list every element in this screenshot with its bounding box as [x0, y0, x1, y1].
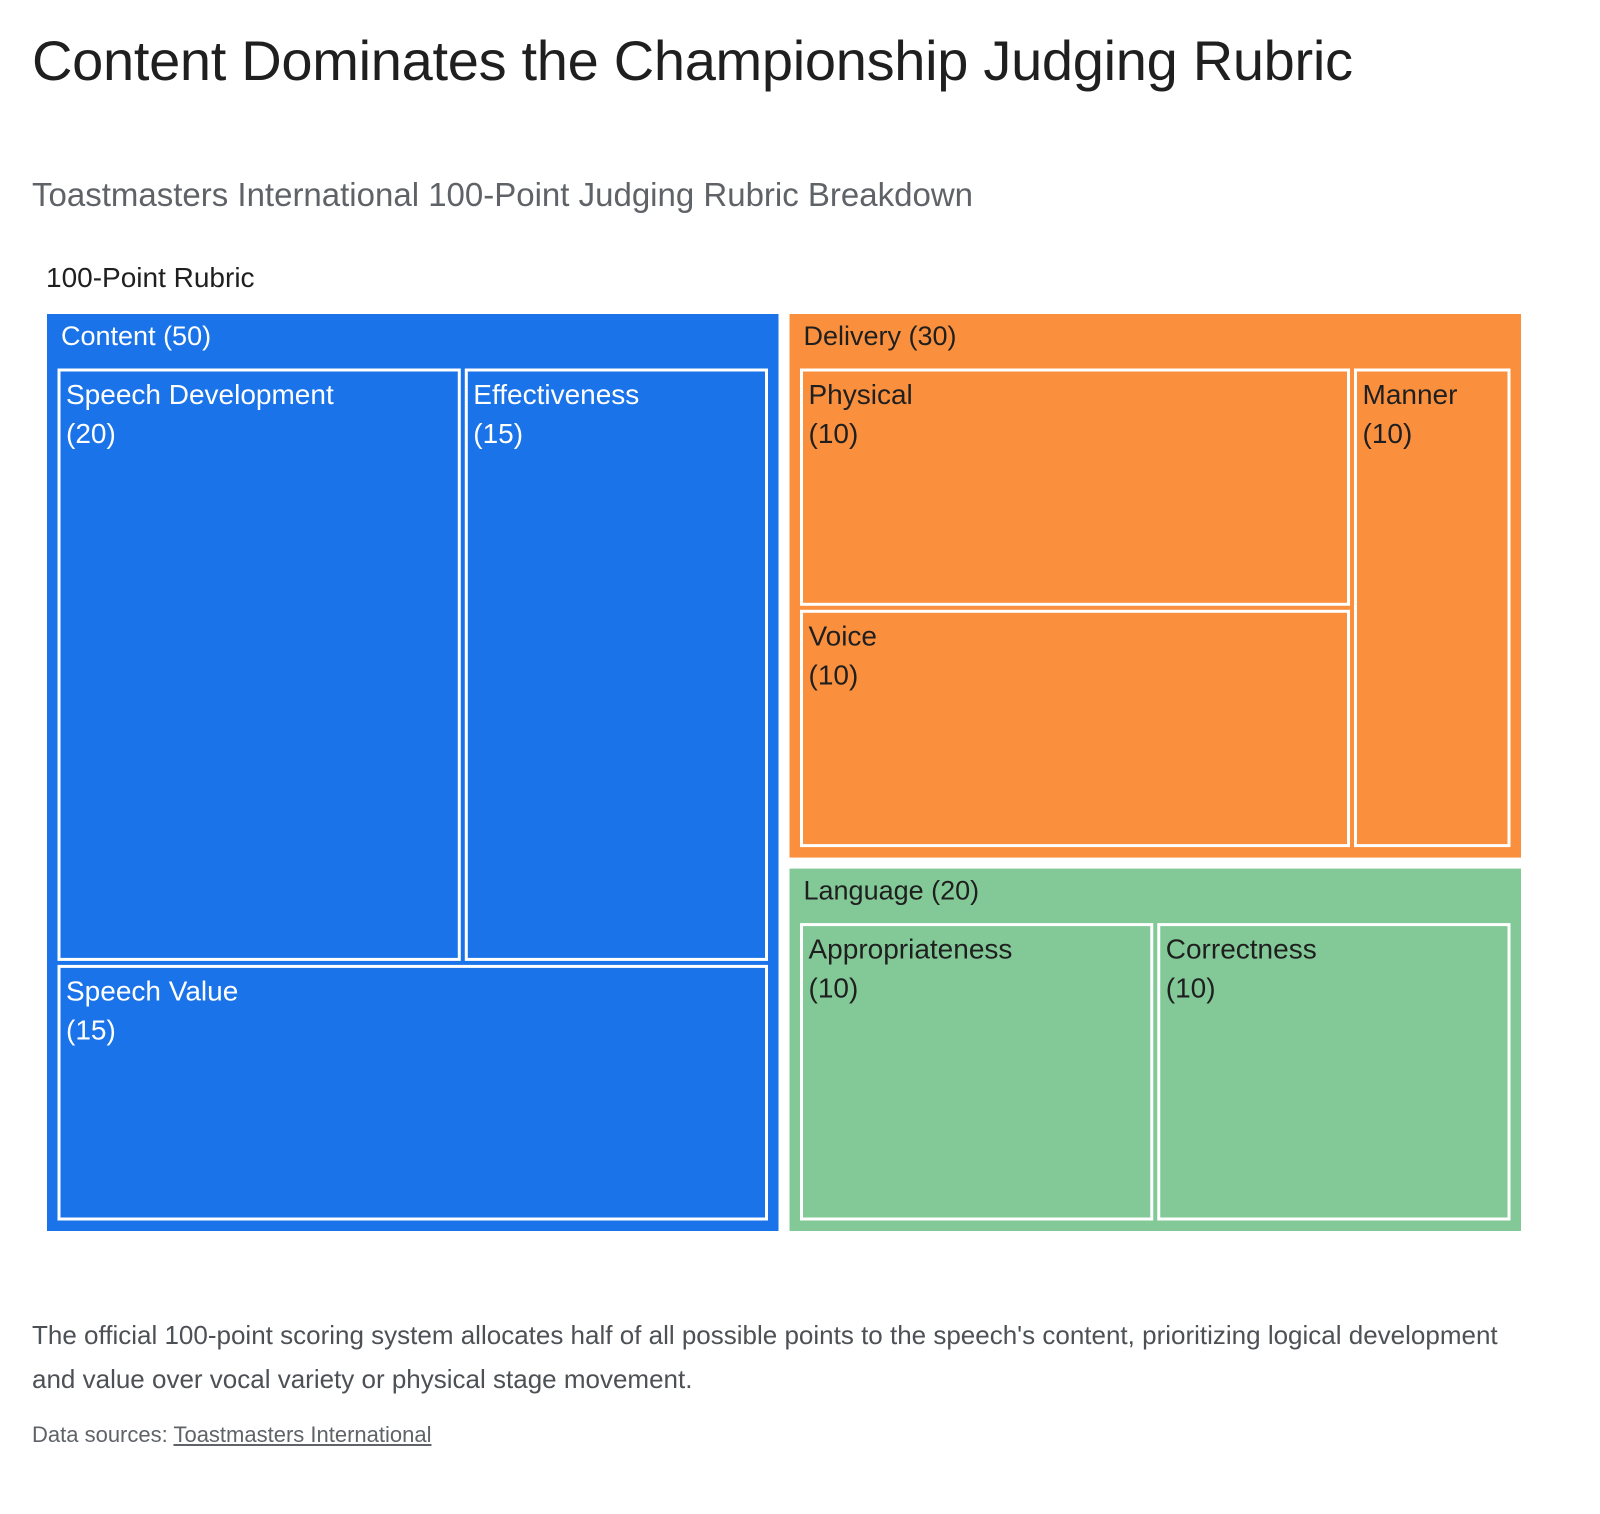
sources-prefix: Data sources: — [32, 1422, 174, 1447]
data-sources: Data sources: Toastmasters International — [32, 1422, 431, 1448]
sources-link[interactable]: Toastmasters International — [173, 1422, 432, 1447]
cell-voice[interactable] — [800, 609, 1350, 848]
cell-appropriateness[interactable] — [800, 923, 1154, 1221]
cell-speech-development[interactable] — [57, 368, 461, 961]
cell-label-manner-value: (10) — [1363, 418, 1413, 449]
cell-label-effectiveness-value: (15) — [473, 418, 523, 449]
cell-label-speech-value-name: Speech Value — [66, 975, 238, 1006]
treemap-chart: 100-Point Rubric Content (50) Speech Devel… — [46, 262, 1521, 1231]
cell-effectiveness[interactable] — [464, 368, 768, 961]
treemap-root-label: 100-Point Rubric — [46, 262, 255, 293]
cell-label-appropriateness-name: Appropriateness — [809, 934, 1013, 965]
cell-label-manner-name: Manner — [1363, 379, 1458, 410]
cell-label-correctness-value: (10) — [1166, 973, 1216, 1004]
cell-label-voice-name: Voice — [809, 620, 878, 651]
cell-speech-value[interactable] — [57, 964, 768, 1221]
cell-label-speech-value-value: (15) — [66, 1014, 116, 1045]
cell-manner[interactable] — [1354, 368, 1511, 848]
cell-label-physical-value: (10) — [809, 418, 859, 449]
cell-correctness[interactable] — [1157, 923, 1511, 1221]
chart-caption: The official 100-point scoring system al… — [32, 1320, 1498, 1394]
cell-label-speech-development-value: (20) — [66, 418, 116, 449]
cell-label-physical-name: Physical — [809, 379, 913, 410]
group-label-language: Language (20) — [804, 876, 980, 906]
cell-label-correctness-name: Correctness — [1166, 934, 1317, 965]
cell-label-appropriateness-value: (10) — [809, 973, 859, 1004]
cell-physical[interactable] — [800, 368, 1350, 606]
cell-label-voice-value: (10) — [809, 659, 859, 690]
cell-label-speech-development-name: Speech Development — [66, 379, 334, 410]
chart-subtitle: Toastmasters International 100-Point Jud… — [32, 176, 974, 213]
cell-label-effectiveness-name: Effectiveness — [473, 379, 639, 410]
group-label-content: Content (50) — [61, 321, 211, 351]
group-label-delivery: Delivery (30) — [804, 321, 957, 351]
chart-title: Content Dominates the Championship Judgi… — [32, 29, 1353, 92]
